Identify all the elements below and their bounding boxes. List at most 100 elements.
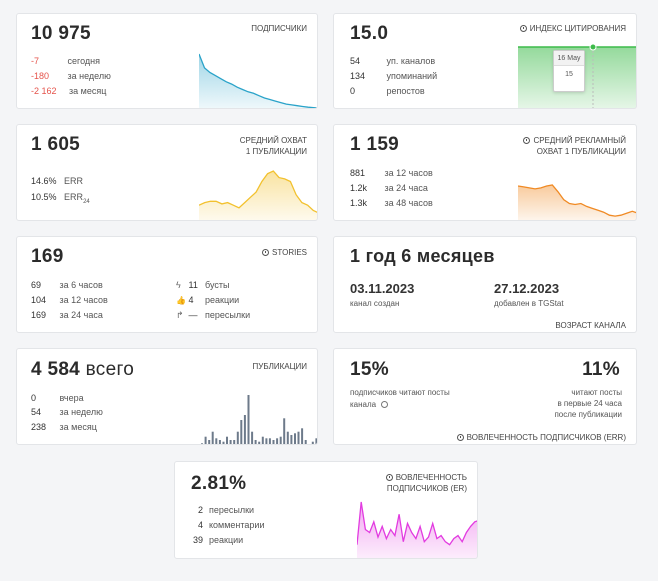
ad-reach-row-48h: 1.3k за 48 часов	[350, 198, 433, 208]
posts-bar	[222, 441, 225, 444]
citation-tooltip-date: 16 May	[554, 51, 584, 66]
citation-value: 15.0	[350, 23, 389, 44]
stories-caption: STORIES	[262, 247, 307, 258]
bolt-icon: ϟ	[176, 280, 181, 290]
er-value: 2.81%	[191, 473, 247, 494]
channel-age-caption: ВОЗРАСТ КАНАЛА	[555, 321, 626, 330]
channel-created-label: канал создан	[350, 299, 400, 308]
reach-card[interactable]: 1 605 СРЕДНИЙ ОХВАТ 1 ПУБЛИКАЦИИ 14.6% ER…	[16, 124, 318, 221]
subscribers-series-line	[199, 53, 317, 108]
er-chart[interactable]	[357, 496, 478, 559]
posts-bar	[251, 431, 254, 444]
posts-row-week: 54 за неделю	[31, 407, 103, 417]
posts-chart[interactable]	[201, 393, 318, 445]
reach-chart[interactable]	[199, 165, 318, 221]
posts-bar	[276, 438, 279, 444]
citation-row-reposts: 0 репостов	[350, 86, 425, 96]
reach-row-err: 14.6% ERR	[31, 176, 84, 186]
err-right-label: читают посты в первые 24 часа после публик…	[554, 388, 622, 419]
posts-bar	[272, 440, 275, 444]
posts-bar	[229, 440, 232, 444]
subscribers-row-today: -7 сегодня	[31, 56, 101, 66]
subscribers-value: 10 975	[31, 23, 91, 44]
er-card[interactable]: 2.81% ВОВЛЕЧЕННОСТЬ ПОДПИСЧИКОВ (ER) 2 пер…	[174, 461, 478, 559]
info-icon[interactable]	[262, 249, 270, 256]
forward-icon: ↱	[176, 310, 184, 320]
posts-bar	[226, 436, 228, 444]
posts-bar	[261, 436, 264, 444]
posts-bar	[201, 443, 203, 444]
ad-reach-row-24h: 1.2k за 24 часа	[350, 183, 428, 193]
posts-bar	[283, 418, 286, 444]
subscribers-row-week: -180 за неделю	[31, 71, 111, 81]
reach-series-line	[199, 170, 317, 213]
posts-bar	[254, 440, 257, 444]
stories-row-24h: 169 за 24 часа	[31, 310, 103, 320]
stories-value: 169	[31, 246, 64, 267]
info-icon[interactable]	[519, 25, 527, 32]
er-row-reactions: 39 реакции	[192, 535, 244, 545]
posts-value: 4 584 всего	[31, 359, 135, 380]
channel-age-card[interactable]: 1 год 6 месяцев 03.11.2023 канал создан …	[333, 236, 637, 333]
posts-bar	[258, 441, 261, 444]
er-caption: ВОВЛЕЧЕННОСТЬ ПОДПИСЧИКОВ (ER)	[385, 473, 467, 493]
err-caption: ВОВЛЕЧЕННОСТЬ ПОДПИСЧИКОВ (ERR)	[456, 432, 626, 443]
ad-reach-card[interactable]: 1 159 СРЕДНИЙ РЕКЛАМНЫЙ ОХВАТ 1 ПУБЛИКАЦИ…	[333, 124, 637, 221]
posts-bar	[294, 433, 296, 444]
stories-row-reactions: 👍 4 реакции	[176, 295, 240, 305]
citation-point	[589, 43, 597, 51]
reach-row-err24: 10.5% ERR24	[31, 192, 90, 205]
subscribers-chart[interactable]	[199, 52, 318, 108]
ad-reach-series-area	[518, 185, 636, 220]
err-left-label: подписчиков читают посты канала	[350, 388, 450, 409]
posts-bar	[211, 431, 214, 444]
info-icon[interactable]	[523, 137, 531, 144]
stories-row-6h: 69 за 6 часов	[31, 280, 103, 290]
subscribers-caption: ПОДПИСЧИКИ	[251, 24, 307, 33]
ad-reach-series-line	[518, 184, 636, 217]
posts-bar	[243, 415, 246, 444]
posts-row-yesterday: 0 вчера	[31, 393, 84, 403]
channel-created-date: 03.11.2023	[350, 281, 415, 296]
posts-bar	[233, 440, 236, 444]
reach-series-area	[199, 171, 317, 220]
reach-caption: СРЕДНИЙ ОХВАТ 1 ПУБЛИКАЦИИ	[239, 136, 307, 156]
citation-row-mentions: 134 упоминаний	[350, 71, 438, 81]
err-left-value: 15%	[350, 359, 389, 380]
posts-bar	[208, 440, 211, 444]
ad-reach-row-12h: 881 за 12 часов	[350, 168, 433, 178]
err-right-value: 11%	[582, 359, 620, 380]
ad-reach-value: 1 159	[350, 134, 400, 155]
citation-card[interactable]: 15.0 ИНДЕКС ЦИТИРОВАНИЯ 54 уп. каналов 1…	[333, 13, 637, 109]
citation-tooltip-value: 15	[565, 71, 573, 78]
posts-bar	[218, 440, 221, 444]
posts-bar	[268, 438, 271, 444]
citation-caption: ИНДЕКС ЦИТИРОВАНИЯ	[519, 23, 626, 34]
posts-bar	[265, 438, 268, 444]
posts-bar	[279, 436, 282, 444]
ad-reach-chart[interactable]	[518, 165, 637, 221]
stories-row-12h: 104 за 12 часов	[31, 295, 108, 305]
channel-added-label: добавлен в TGStat	[494, 299, 564, 308]
posts-bar	[236, 431, 239, 444]
ad-reach-caption: СРЕДНИЙ РЕКЛАМНЫЙ ОХВАТ 1 ПУБЛИКАЦИИ	[523, 135, 626, 157]
stories-row-boosts: ϟ 11 бусты	[176, 280, 230, 290]
info-icon[interactable]	[456, 434, 464, 441]
info-icon[interactable]	[385, 474, 393, 481]
posts-bar	[215, 438, 218, 444]
stories-row-forwards: ↱ — пересылки	[176, 310, 251, 320]
citation-tooltip: 16 May 15	[553, 50, 585, 92]
er-series-area	[357, 502, 477, 558]
err-card[interactable]: 15% подписчиков читают посты канала 11% ч…	[333, 348, 637, 445]
posts-bar	[297, 431, 300, 444]
posts-bar	[301, 428, 304, 444]
info-icon[interactable]	[381, 401, 389, 408]
stories-card[interactable]: 169 STORIES 69 за 6 часов 104 за 12 часо…	[16, 236, 318, 333]
posts-card[interactable]: 4 584 всего ПУБЛИКАЦИИ 0 вчера 54 за нед…	[16, 348, 318, 445]
posts-row-month: 238 за месяц	[31, 422, 97, 432]
er-row-forwards: 2 пересылки	[197, 505, 255, 515]
er-row-comments: 4 комментарии	[197, 520, 265, 530]
posts-bar	[204, 436, 207, 444]
posts-bar	[315, 438, 317, 444]
subscribers-card[interactable]: 10 975 ПОДПИСЧИКИ -7 сегодня -180 за нед…	[16, 13, 318, 109]
